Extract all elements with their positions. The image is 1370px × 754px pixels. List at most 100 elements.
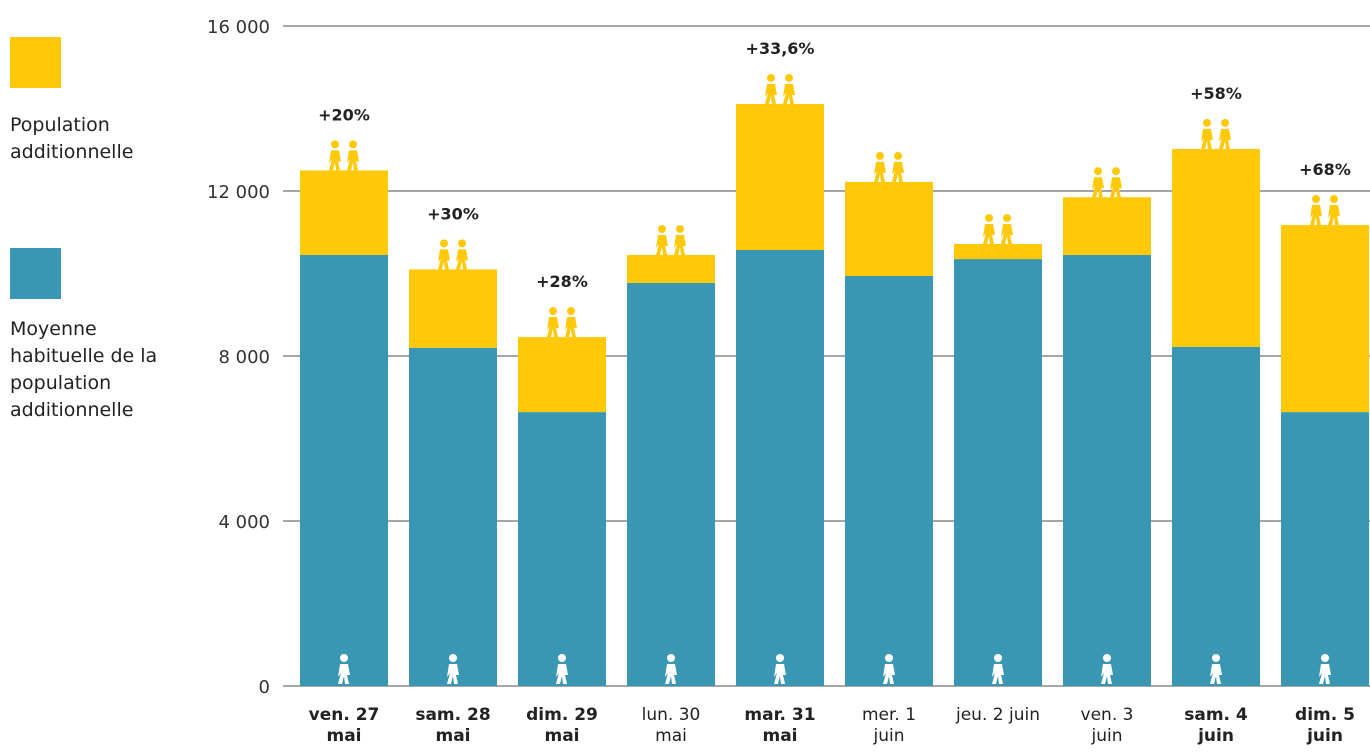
icon-head (985, 214, 993, 223)
icon-head (567, 307, 575, 316)
icon-body (456, 249, 468, 270)
annotation: +58% (1190, 84, 1242, 103)
icon-body (1210, 664, 1222, 684)
icon-head (331, 140, 339, 149)
icon-body (556, 664, 568, 684)
icon-head (776, 654, 784, 662)
annotation: +30% (427, 204, 479, 223)
annotation: +33,6% (746, 39, 815, 58)
person-icon (892, 151, 904, 182)
icon-head (994, 654, 1002, 662)
bar-segment (300, 254, 388, 686)
person-icon (1092, 167, 1104, 198)
person-icon (1201, 118, 1213, 149)
person-icon (1310, 195, 1322, 226)
bar-segment (300, 170, 388, 255)
icon-head (1112, 167, 1120, 176)
icon-body (1001, 224, 1013, 245)
bar-segment (954, 244, 1042, 260)
y-tick-label: 16 000 (207, 17, 270, 38)
bar-segment (627, 254, 715, 283)
icon-body (783, 83, 795, 104)
bar-segment (1063, 197, 1151, 255)
y-tick-label: 8 000 (218, 347, 270, 368)
person-icon (565, 307, 577, 338)
bar-segment (736, 249, 824, 687)
icon-body (347, 150, 359, 171)
icon-body (565, 317, 577, 338)
icon-body (438, 249, 450, 270)
legend-label: Population additionnelle (10, 114, 134, 163)
person-icon (447, 654, 459, 684)
icon-head (1330, 195, 1338, 204)
person-icon (547, 307, 559, 338)
bar-segment (736, 103, 824, 250)
person-icon (774, 654, 786, 684)
icon-head (449, 654, 457, 662)
person-icon (665, 654, 677, 684)
x-tick-label: sam. 4 juin (1184, 705, 1248, 746)
icon-head (1321, 654, 1329, 662)
person-icon (456, 239, 468, 270)
annotation: +68% (1299, 160, 1351, 179)
icon-head (885, 654, 893, 662)
icon-body (1219, 128, 1231, 149)
icon-head (1103, 654, 1111, 662)
bar-segment (845, 181, 933, 276)
x-tick-label: jeu. 2 juin (956, 705, 1040, 725)
icon-body (992, 664, 1004, 684)
bar-segment (954, 259, 1042, 686)
x-tick-label: mar. 31 mai (744, 705, 816, 746)
person-icon (556, 654, 568, 684)
icon-body (1319, 664, 1331, 684)
person-icon (656, 224, 668, 255)
person-icon (765, 73, 777, 104)
person-icon (329, 140, 341, 171)
x-tick-label: dim. 5 juin (1295, 705, 1355, 746)
legend-label: Moyenne habituelle de la population addi… (10, 318, 158, 421)
icon-body (656, 234, 668, 255)
icon-body (447, 664, 459, 684)
icon-body (665, 664, 677, 684)
icon-head (458, 239, 466, 248)
bar-segment (845, 275, 933, 686)
icon-head (1203, 118, 1211, 127)
bar-segment (409, 347, 497, 686)
icon-head (876, 151, 884, 160)
icon-body (1328, 205, 1340, 226)
bar-segment (1063, 254, 1151, 686)
icon-head (658, 224, 666, 233)
person-icon (1001, 214, 1013, 245)
icon-head (349, 140, 357, 149)
icon-body (338, 664, 350, 684)
icon-head (1221, 118, 1229, 127)
icon-body (547, 317, 559, 338)
person-icon (1328, 195, 1340, 226)
icon-body (329, 150, 341, 171)
icon-body (765, 83, 777, 104)
icon-body (1310, 205, 1322, 226)
person-icon (983, 214, 995, 245)
bar-segment (1172, 148, 1260, 347)
icon-body (774, 664, 786, 684)
x-tick-label: dim. 29 mai (526, 705, 598, 746)
x-tick-label: ven. 27 mai (308, 705, 380, 746)
icon-head (1094, 167, 1102, 176)
person-icon (1110, 167, 1122, 198)
person-icon (1219, 118, 1231, 149)
bar-segment (627, 282, 715, 686)
annotation: +28% (536, 272, 588, 291)
icon-body (883, 664, 895, 684)
bar-segment (409, 269, 497, 348)
y-tick-label: 12 000 (207, 182, 270, 203)
icon-head (1312, 195, 1320, 204)
icon-head (340, 654, 348, 662)
person-icon (783, 73, 795, 104)
bar-segment (1281, 412, 1369, 686)
icon-head (785, 73, 793, 82)
icon-head (440, 239, 448, 248)
annotation: +20% (318, 105, 370, 124)
icon-body (1110, 177, 1122, 198)
icon-head (549, 307, 557, 316)
